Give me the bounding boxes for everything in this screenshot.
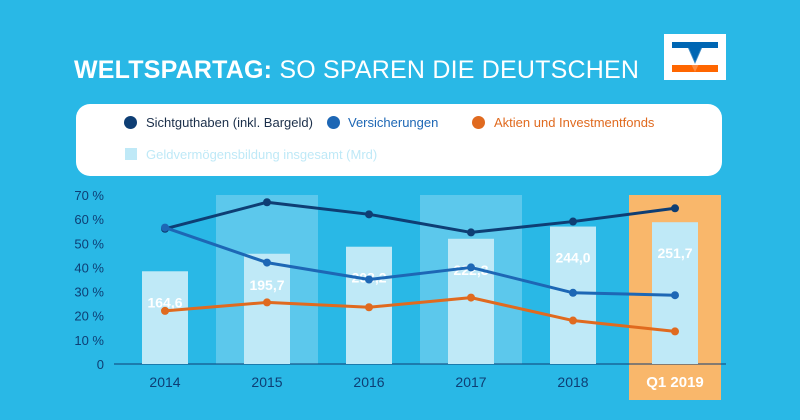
legend-marker-sichtguthaben bbox=[124, 116, 137, 129]
legend-label-geldvermoegen: Geldvermögensbildung insgesamt (Mrd) bbox=[146, 147, 378, 162]
series-point-0 bbox=[263, 198, 271, 207]
y-tick-label: 40 % bbox=[74, 260, 104, 275]
bar-data-label: 164,6 bbox=[147, 294, 182, 310]
bar-data-label: 251,7 bbox=[657, 245, 692, 261]
x-tick-label: 2015 bbox=[251, 374, 282, 390]
series-point-0 bbox=[671, 204, 679, 213]
series-point-2 bbox=[671, 327, 679, 336]
legend: Sichtguthaben (inkl. Bargeld) Versicheru… bbox=[76, 104, 722, 176]
legend-marker-versicherungen bbox=[327, 116, 340, 129]
bar-data-label: 195,7 bbox=[249, 277, 284, 293]
y-tick-label: 20 % bbox=[74, 309, 104, 324]
x-tick-label: 2016 bbox=[353, 374, 384, 390]
title-bold: WELTSPARTAG: bbox=[74, 56, 273, 84]
y-tick-label: 30 % bbox=[74, 285, 104, 300]
x-tick-label: Q1 2019 bbox=[646, 374, 704, 391]
legend-marker-aktien bbox=[472, 116, 485, 129]
series-line-2 bbox=[164, 296, 676, 333]
volksbank-logo-icon bbox=[664, 34, 726, 80]
series-point-1 bbox=[671, 291, 679, 300]
series-point-2 bbox=[161, 306, 169, 315]
legend-label-versicherungen: Versicherungen bbox=[348, 115, 439, 130]
series-point-0 bbox=[569, 217, 577, 226]
series-point-1 bbox=[161, 223, 169, 232]
y-tick-label: 10 % bbox=[74, 333, 104, 348]
y-tick-label: 0 bbox=[97, 357, 104, 372]
bar-2015 bbox=[244, 253, 290, 364]
series-point-1 bbox=[569, 288, 577, 297]
x-tick-label: 2014 bbox=[149, 374, 180, 390]
y-tick-label: 50 % bbox=[74, 236, 104, 251]
series-point-1 bbox=[365, 275, 373, 284]
y-tick-label: 70 % bbox=[74, 188, 104, 203]
series-point-2 bbox=[263, 298, 271, 307]
series-point-2 bbox=[467, 293, 475, 302]
y-tick-label: 60 % bbox=[74, 212, 104, 227]
legend-label-sichtguthaben: Sichtguthaben (inkl. Bargeld) bbox=[146, 115, 313, 130]
series-point-1 bbox=[467, 263, 475, 272]
series-line-1 bbox=[164, 226, 676, 297]
series-point-0 bbox=[365, 210, 373, 219]
page-title: WELTSPARTAG: SO SPAREN DIE DEUTSCHEN bbox=[74, 56, 639, 85]
x-tick-label: 2018 bbox=[557, 374, 588, 390]
bar-2014 bbox=[142, 271, 188, 364]
series-point-0 bbox=[467, 228, 475, 237]
series-point-2 bbox=[365, 303, 373, 312]
series-line-0 bbox=[164, 200, 676, 234]
series-point-1 bbox=[263, 258, 271, 267]
title-rest: SO SPAREN DIE DEUTSCHEN bbox=[279, 56, 640, 84]
legend-marker-geldvermoegen bbox=[125, 148, 137, 160]
series-point-2 bbox=[569, 316, 577, 325]
x-tick-label: 2017 bbox=[455, 374, 486, 390]
bar-data-label: 244,0 bbox=[555, 250, 590, 266]
legend-label-aktien: Aktien und Investmentfonds bbox=[494, 115, 655, 130]
